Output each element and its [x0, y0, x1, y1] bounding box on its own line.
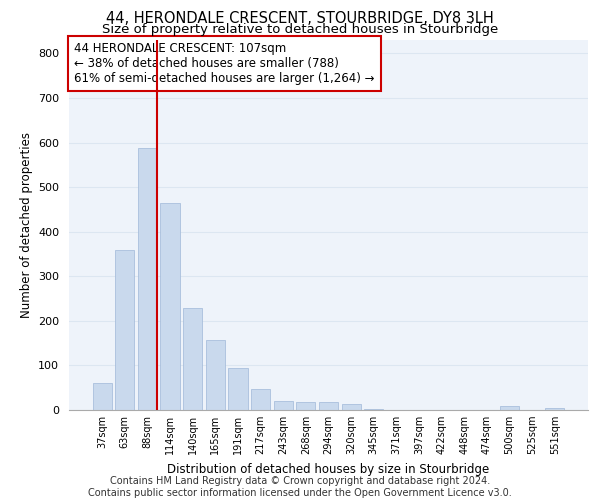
Bar [206, 340, 225, 410]
Bar [251, 388, 270, 410]
Bar [545, 408, 565, 410]
Bar [296, 402, 316, 410]
Bar [138, 148, 157, 410]
Bar [115, 250, 134, 410]
Text: 44 HERONDALE CRESCENT: 107sqm
← 38% of detached houses are smaller (788)
61% of : 44 HERONDALE CRESCENT: 107sqm ← 38% of d… [74, 42, 374, 85]
X-axis label: Distribution of detached houses by size in Stourbridge: Distribution of detached houses by size … [167, 462, 490, 475]
Bar [183, 308, 202, 410]
Text: Contains HM Land Registry data © Crown copyright and database right 2024.
Contai: Contains HM Land Registry data © Crown c… [88, 476, 512, 498]
Bar [92, 384, 112, 410]
Text: 44, HERONDALE CRESCENT, STOURBRIDGE, DY8 3LH: 44, HERONDALE CRESCENT, STOURBRIDGE, DY8… [106, 11, 494, 26]
Bar [364, 408, 383, 410]
Y-axis label: Number of detached properties: Number of detached properties [20, 132, 32, 318]
Text: Size of property relative to detached houses in Stourbridge: Size of property relative to detached ho… [102, 22, 498, 36]
Bar [160, 202, 180, 410]
Bar [319, 402, 338, 410]
Bar [229, 368, 248, 410]
Bar [341, 404, 361, 410]
Bar [500, 406, 519, 410]
Bar [274, 401, 293, 410]
